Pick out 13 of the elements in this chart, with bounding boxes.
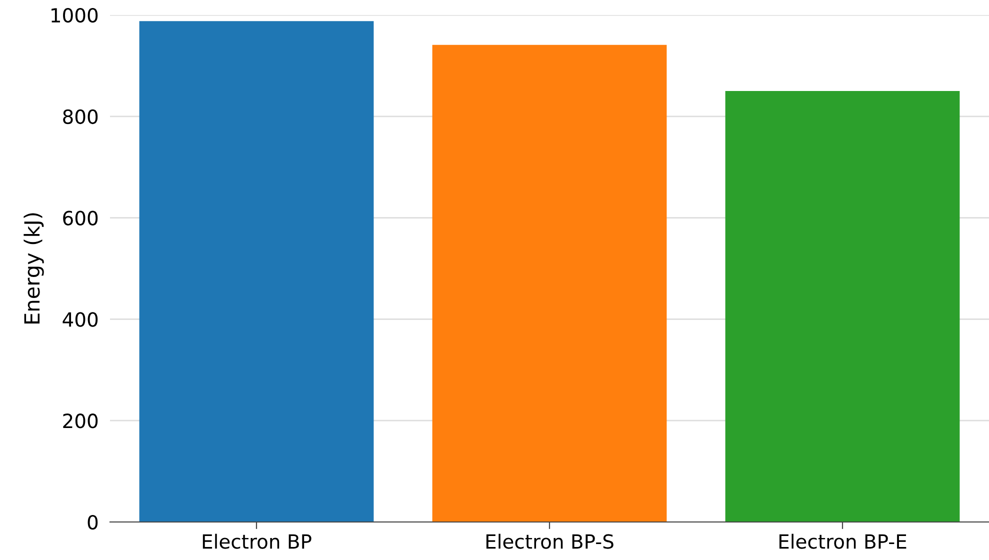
x-tick-label: Electron BP-S [486,534,614,549]
y-tick-label: 800 [63,109,98,124]
x-tick-label: Electron BP [202,534,312,549]
y-tick-label: 0 [88,514,98,530]
x-tick-label: Electron BP-E [779,534,906,549]
bar [432,44,667,522]
bar [725,91,960,522]
y-axis-title: Energy (kJ) [24,213,44,324]
y-tick-label: 400 [62,312,98,327]
y-tick-label: 600 [63,210,98,226]
bar [139,21,374,522]
y-tick-label: 1000 [52,8,98,23]
y-tick-label: 200 [63,414,98,428]
